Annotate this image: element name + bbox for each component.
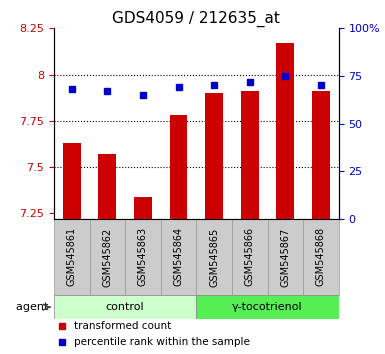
Title: GDS4059 / 212635_at: GDS4059 / 212635_at [112,11,280,27]
Text: percentile rank within the sample: percentile rank within the sample [74,337,250,347]
Bar [54,295,196,319]
Bar [99,154,116,219]
Text: control: control [106,302,144,312]
Bar [205,93,223,219]
Bar [54,219,90,295]
Text: GSM545861: GSM545861 [67,227,77,286]
Bar [196,295,339,319]
Text: transformed count: transformed count [74,321,171,331]
Text: GSM545867: GSM545867 [280,227,290,286]
Bar [303,219,339,295]
Text: GSM545863: GSM545863 [138,227,148,286]
Text: γ-tocotrienol: γ-tocotrienol [232,302,303,312]
Bar [125,219,161,295]
Bar [170,115,187,219]
Text: GSM545865: GSM545865 [209,227,219,286]
Bar [241,91,259,219]
Bar [268,219,303,295]
Bar [90,219,125,295]
Text: GSM545866: GSM545866 [245,227,255,286]
Text: GSM545864: GSM545864 [174,227,184,286]
Bar [232,219,268,295]
Text: GSM545862: GSM545862 [102,227,112,286]
Bar [196,219,232,295]
Text: agent: agent [16,302,52,312]
Bar [312,91,330,219]
Bar [134,196,152,219]
Bar [63,143,80,219]
Bar [276,43,294,219]
Text: GSM545868: GSM545868 [316,227,326,286]
Bar [161,219,196,295]
